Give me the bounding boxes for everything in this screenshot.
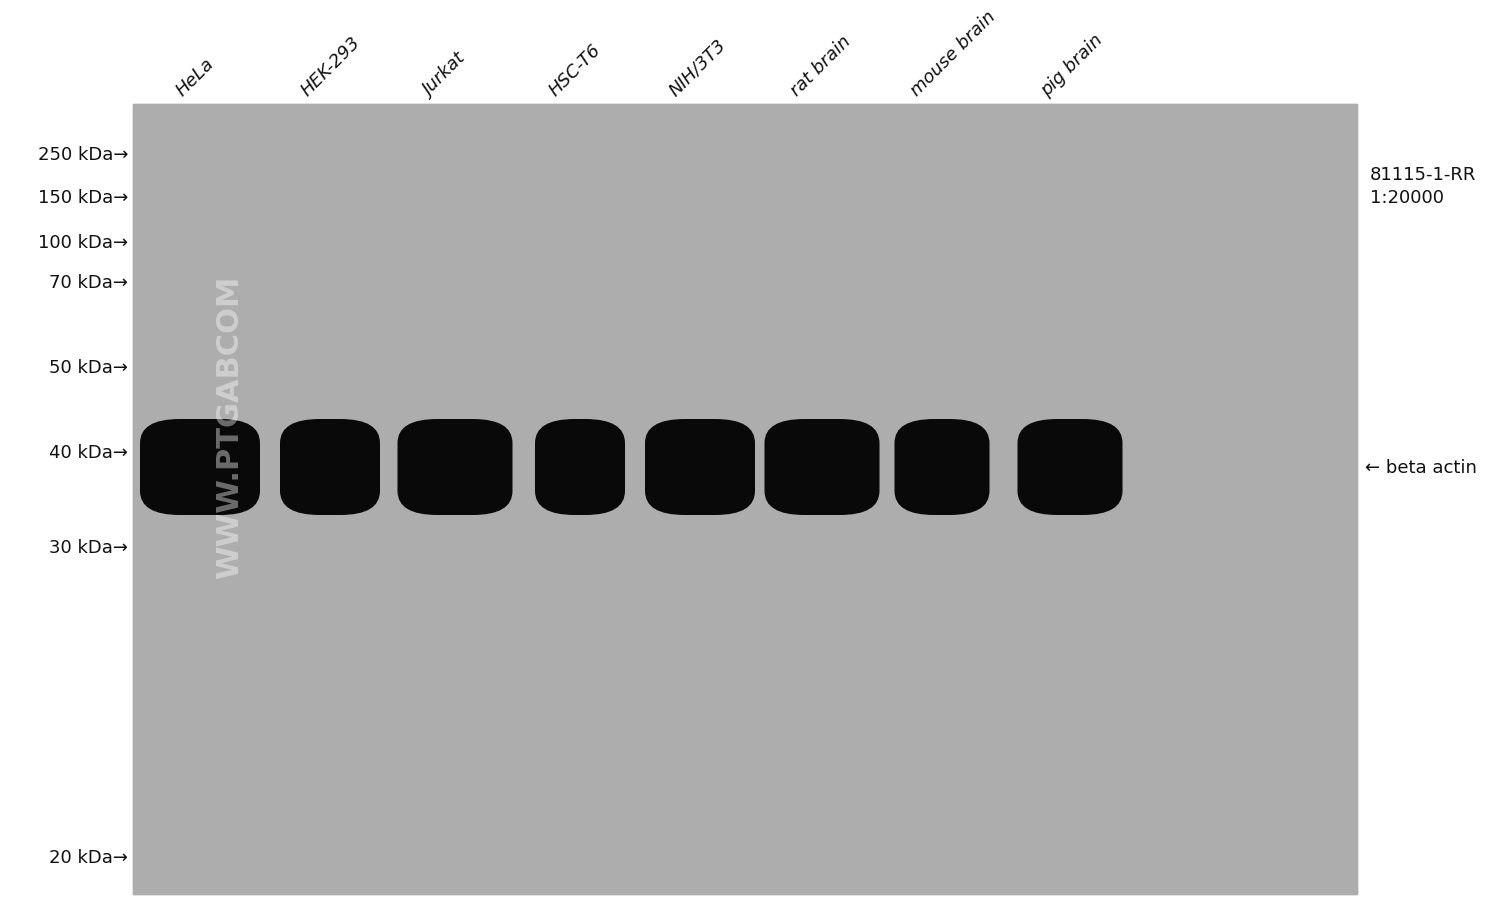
Text: 250 kDa→: 250 kDa→ bbox=[38, 146, 128, 164]
Text: 100 kDa→: 100 kDa→ bbox=[38, 234, 128, 252]
Text: 70 kDa→: 70 kDa→ bbox=[50, 273, 128, 291]
Text: 40 kDa→: 40 kDa→ bbox=[50, 444, 128, 462]
Text: HSC-T6: HSC-T6 bbox=[546, 41, 604, 100]
Text: 20 kDa→: 20 kDa→ bbox=[50, 848, 128, 866]
Text: Jurkat: Jurkat bbox=[420, 51, 470, 100]
Text: NIH/3T3: NIH/3T3 bbox=[666, 36, 729, 100]
Text: mouse brain: mouse brain bbox=[908, 8, 999, 100]
Text: 50 kDa→: 50 kDa→ bbox=[50, 359, 128, 376]
Text: HEK-293: HEK-293 bbox=[297, 33, 363, 100]
Text: 1:20000: 1:20000 bbox=[1370, 189, 1444, 207]
Text: WWW.PTGABCOM: WWW.PTGABCOM bbox=[216, 276, 244, 579]
Text: rat brain: rat brain bbox=[788, 32, 855, 100]
Text: 150 kDa→: 150 kDa→ bbox=[38, 189, 128, 207]
Text: 81115-1-RR: 81115-1-RR bbox=[1370, 166, 1476, 184]
Text: HeLa: HeLa bbox=[172, 55, 217, 100]
Text: pig brain: pig brain bbox=[1038, 31, 1107, 100]
Text: ← beta actin: ← beta actin bbox=[1365, 458, 1478, 476]
Text: 30 kDa→: 30 kDa→ bbox=[50, 538, 128, 557]
